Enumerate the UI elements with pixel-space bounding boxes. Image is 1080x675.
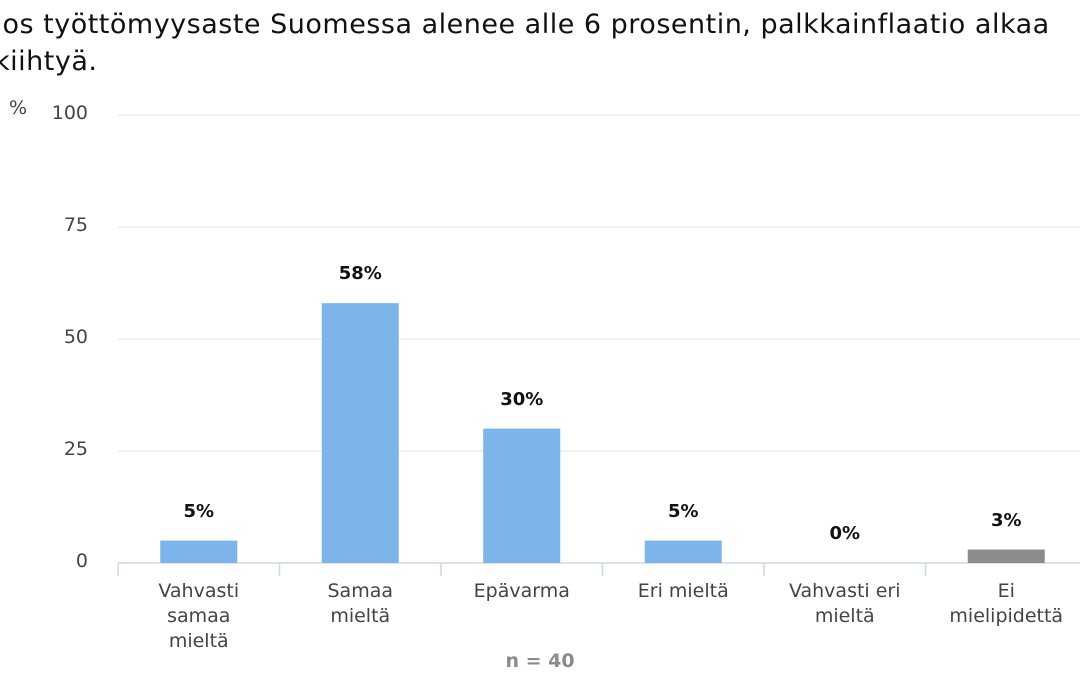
bar bbox=[644, 540, 722, 563]
category-label: Ei mielipidettä bbox=[949, 580, 1064, 627]
chart-title: Jos työttömyysaste Suomessa alenee alle … bbox=[0, 9, 1050, 77]
bar-value-label: 30% bbox=[500, 388, 544, 410]
category-label: Vahvasti samaa mieltä bbox=[158, 580, 240, 652]
y-axis-unit-label: % bbox=[9, 97, 28, 119]
bar-value-label: 58% bbox=[338, 263, 382, 285]
sample-size-note: n = 40 bbox=[505, 650, 575, 672]
y-tick-label: 50 bbox=[63, 326, 88, 348]
y-tick-label: 25 bbox=[63, 438, 88, 460]
y-tick-label: 0 bbox=[75, 550, 88, 572]
category-label: Vahvasti eri mieltä bbox=[788, 580, 901, 627]
y-tick-label: 100 bbox=[51, 102, 88, 124]
category-label: Epävarma bbox=[473, 580, 570, 602]
bar bbox=[321, 303, 399, 563]
bar bbox=[160, 540, 238, 563]
bar bbox=[483, 428, 561, 563]
bar-value-label: 5% bbox=[183, 500, 215, 522]
category-label: Samaa mieltä bbox=[327, 580, 394, 627]
bar-value-label: 3% bbox=[990, 509, 1022, 531]
category-label: Eri mieltä bbox=[637, 580, 729, 602]
bar bbox=[967, 549, 1045, 563]
bar-value-label: 0% bbox=[829, 523, 861, 544]
bar-value-label: 5% bbox=[667, 500, 699, 522]
y-tick-label: 75 bbox=[63, 214, 88, 236]
